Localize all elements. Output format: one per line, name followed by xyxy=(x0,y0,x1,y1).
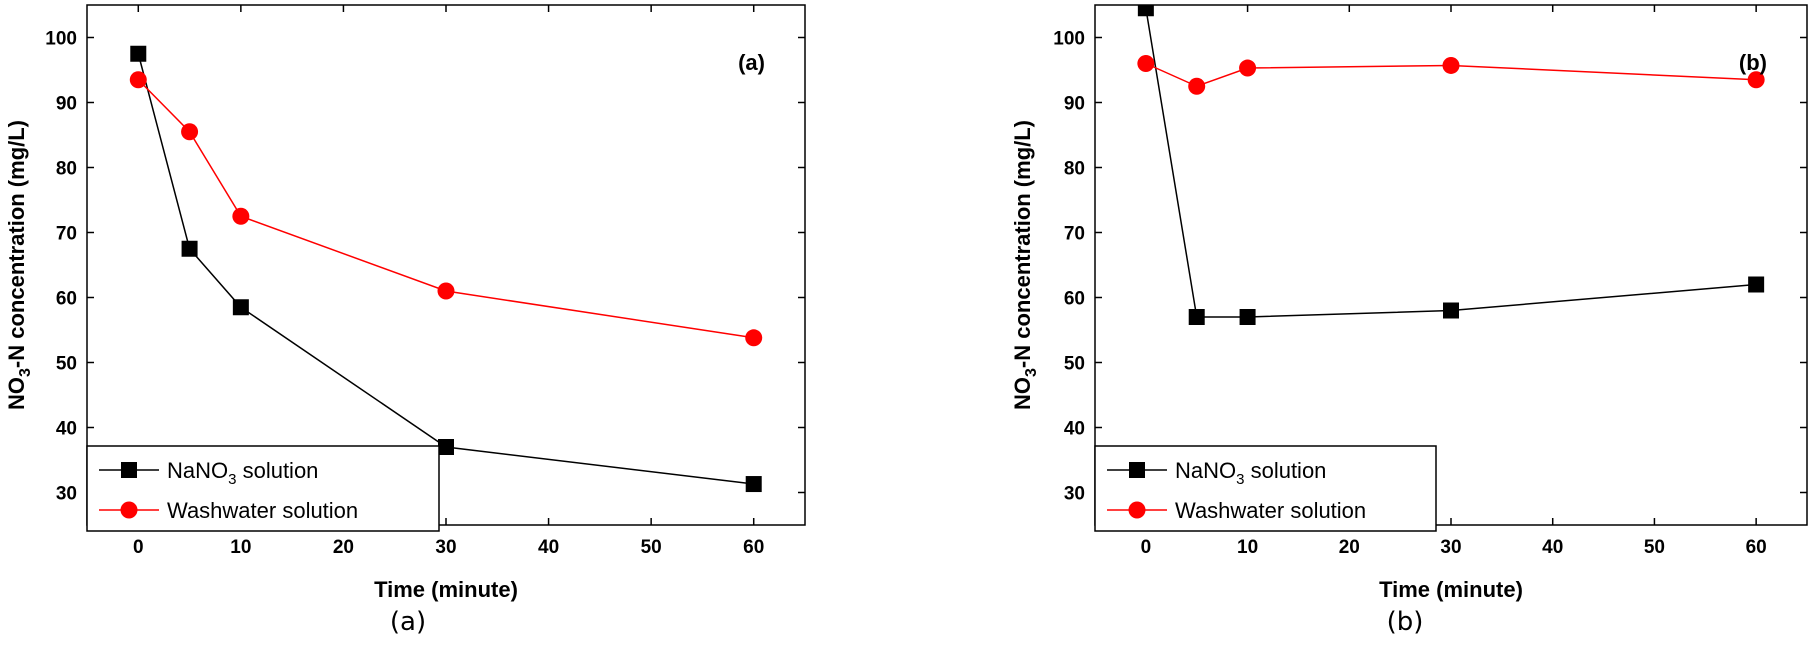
series-line-nano3 xyxy=(1145,8,1757,318)
data-point-square xyxy=(438,439,454,455)
legend-marker-circle xyxy=(120,501,138,519)
x-tick-label: 60 xyxy=(743,537,764,558)
x-tick-label: 50 xyxy=(1644,537,1665,558)
x-axis-label: Time (minute) xyxy=(374,577,518,602)
chart-panel-a: 0 10 20 30 40 50 60 30 40 50 60 70 80 90 100 (a) NaNO3 s… xyxy=(4,4,806,637)
y-tick-label: 70 xyxy=(56,224,77,245)
y-tick-label: 50 xyxy=(56,354,77,375)
data-point-circle xyxy=(129,71,147,89)
data-point-circle xyxy=(1137,55,1155,72)
series-line-nano3 xyxy=(137,53,754,485)
legend-box xyxy=(1094,445,1437,532)
data-point-circle xyxy=(1747,71,1765,89)
y-axis-label-group: NO3-N concentration (mg/L) xyxy=(4,120,34,410)
y-tick-label: 30 xyxy=(1064,484,1085,505)
x-tick-label: 20 xyxy=(333,537,354,558)
legend-marker-circle xyxy=(1128,501,1146,519)
y-axis-label: NO3-N concentration (mg/L) xyxy=(1010,120,1040,410)
data-point-circle xyxy=(181,123,199,141)
panel-label: (a) xyxy=(738,50,765,75)
data-point-square xyxy=(181,240,198,257)
series-group xyxy=(1137,5,1765,325)
legend-entry-label: NaNO3 solution xyxy=(1175,458,1326,488)
data-point-square xyxy=(1188,309,1205,325)
data-point-circle xyxy=(1188,77,1206,95)
data-point-circle xyxy=(232,207,250,225)
x-tick-label: 30 xyxy=(1440,537,1461,558)
chart-panel-b: 0 10 20 30 40 50 60 30 40 50 60 70 80 90 100 (b) NaNO3 s… xyxy=(1010,4,1808,637)
data-point-circle xyxy=(1442,56,1460,74)
x-tick-label: 0 xyxy=(133,537,144,558)
y-tick-label: 80 xyxy=(56,159,77,180)
legend-entry-label: Washwater solution xyxy=(167,498,358,523)
data-point-square xyxy=(1748,276,1765,293)
legend-box xyxy=(86,445,440,532)
data-point-square xyxy=(1443,302,1459,319)
data-point-circle xyxy=(745,329,763,347)
data-point-circle xyxy=(1239,59,1257,77)
x-tick-label: 50 xyxy=(641,537,662,558)
legend-marker-square xyxy=(121,462,137,478)
y-tick-label: 80 xyxy=(1064,159,1085,180)
y-tick-label: 100 xyxy=(45,29,77,50)
y-tick-label: 60 xyxy=(1064,289,1085,310)
y-axis-label-group: NO3-N concentration (mg/L) xyxy=(1010,120,1040,410)
figure-caption: (a) xyxy=(390,607,426,637)
y-tick-label: 30 xyxy=(56,484,77,505)
legend-entry-label: Washwater solution xyxy=(1175,498,1366,523)
y-tick-label: 60 xyxy=(56,289,77,310)
data-point-square xyxy=(232,299,249,316)
x-tick-label: 10 xyxy=(1237,537,1258,558)
x-tick-label: 20 xyxy=(1339,537,1360,558)
legend-entry-label: NaNO3 solution xyxy=(167,458,318,488)
x-axis-label: Time (minute) xyxy=(1379,577,1523,602)
x-tick-label: 10 xyxy=(230,537,251,558)
data-point-circle xyxy=(437,282,455,300)
y-tick-label: 70 xyxy=(1064,224,1085,245)
y-tick-label: 40 xyxy=(1064,419,1085,440)
data-point-square xyxy=(745,476,762,493)
data-point-square xyxy=(1137,5,1154,17)
y-tick-label: 90 xyxy=(1064,94,1085,115)
data-point-square xyxy=(1239,309,1256,325)
x-tick-label: 60 xyxy=(1746,537,1767,558)
x-tick-label: 40 xyxy=(1542,537,1563,558)
y-axis-label: NO3-N concentration (mg/L) xyxy=(4,120,34,410)
y-tick-label: 40 xyxy=(56,419,77,440)
x-tick-label: 40 xyxy=(538,537,559,558)
x-tick-label: 30 xyxy=(435,537,456,558)
y-tick-label: 50 xyxy=(1064,354,1085,375)
data-point-square xyxy=(130,45,147,62)
series-group xyxy=(129,45,763,493)
legend-marker-square xyxy=(1129,462,1145,478)
figure-caption: (b) xyxy=(1387,607,1424,637)
y-tick-label: 100 xyxy=(1053,29,1085,50)
panel-label: (b) xyxy=(1739,50,1767,75)
y-tick-label: 90 xyxy=(56,94,77,115)
x-tick-label: 0 xyxy=(1141,537,1152,558)
